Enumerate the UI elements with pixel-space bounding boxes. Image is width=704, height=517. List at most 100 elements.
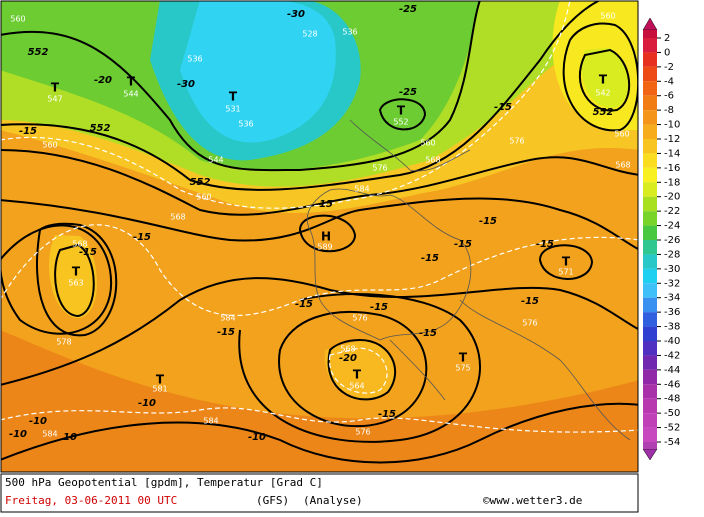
map-label: H (321, 230, 331, 244)
map-label: -15 (370, 302, 388, 313)
legend-tick-label: -40 (664, 336, 680, 347)
contours (1, 1, 638, 464)
legend-swatch (643, 240, 657, 255)
map-label: -20 (339, 353, 357, 364)
map-label: 568 (340, 345, 355, 354)
map-label: -20 (94, 75, 112, 86)
map-label: 10 (63, 432, 77, 443)
legend-tick-label: -42 (664, 350, 680, 361)
map-label: 552 (190, 177, 211, 188)
legend-top-cap (643, 30, 657, 38)
field-low-ne (581, 48, 629, 109)
map-label: 584 (220, 314, 235, 323)
legend-tick-label: -22 (664, 206, 680, 217)
legend-swatch (643, 81, 657, 96)
map-label: -25 (399, 87, 417, 98)
legend-tick-label: -32 (664, 278, 680, 289)
legend-bottom-cap (643, 442, 657, 449)
legend-swatch (643, 153, 657, 168)
map-label: -30 (177, 79, 195, 90)
legend-swatch (643, 139, 657, 154)
map-label: 576 (355, 428, 370, 437)
legend-swatch (643, 312, 657, 327)
footer-title: 500 hPa Geopotential [gpdm], Temperatur … (5, 476, 323, 489)
legend-swatch (643, 369, 657, 385)
map-label: 589 (317, 243, 332, 252)
map-label: 560 (420, 139, 435, 148)
map-label: -10 (29, 416, 47, 427)
map-label: 568 (425, 156, 440, 165)
map-label: 544 (123, 90, 138, 99)
map-label: T (459, 351, 468, 365)
legend-tick-label: -46 (664, 379, 680, 390)
legend-swatch (643, 196, 657, 212)
map-label: 584 (354, 185, 369, 194)
legend-tick-label: -48 (664, 394, 680, 405)
map-label: 584 (203, 417, 218, 426)
legend-swatch (643, 398, 657, 414)
isotherms (1, 1, 638, 433)
legend-swatch (643, 384, 657, 399)
map-label: 528 (302, 30, 317, 39)
map-label: T (51, 81, 60, 95)
legend-swatch (643, 211, 657, 226)
footer-analysis: (Analyse) (303, 494, 363, 507)
map-label: -15 (421, 253, 439, 264)
legend-swatch (643, 167, 657, 183)
legend-tick-label: -34 (664, 293, 680, 304)
map-label: -15 (378, 409, 396, 420)
legend-tick-label: -50 (664, 408, 680, 419)
legend-tick-label: -20 (664, 192, 680, 203)
legend-swatch (643, 427, 657, 442)
map-label: -15 (19, 126, 37, 137)
map-label: -10 (9, 429, 27, 440)
legend-swatch (643, 254, 657, 269)
map-label: 552 (393, 118, 408, 127)
map-label: 560 (614, 130, 629, 139)
map-label: T (353, 368, 362, 382)
legend-tick-label: -10 (664, 120, 680, 131)
legend-tick-label: -18 (664, 177, 680, 188)
legend-tick-label: -6 (664, 91, 674, 102)
map-label: -15 (536, 239, 554, 250)
map-label: -15 (79, 247, 97, 258)
legend-swatch (643, 182, 657, 197)
map-label: 576 (372, 164, 387, 173)
legend-swatch (643, 124, 657, 139)
footer-date: Freitag, 03-06-2011 00 UTC (5, 494, 177, 507)
legend-swatch (643, 38, 657, 53)
map-label: 576 (509, 137, 524, 146)
map-label: 544 (208, 156, 223, 165)
map-label: 552 (90, 123, 111, 134)
map-label: 568 (615, 161, 630, 170)
map-label: T (127, 75, 136, 89)
map-label: T (156, 373, 165, 387)
legend-swatch (643, 326, 657, 341)
map-label: 536 (187, 55, 202, 64)
map-label: -15 (454, 239, 472, 250)
footer: 500 hPa Geopotential [gpdm], Temperatur … (0, 473, 639, 513)
map-label: -25 (399, 4, 417, 15)
legend-tick-label: -52 (664, 423, 680, 434)
footer-copyright: ©www.wetter3.de (483, 494, 582, 507)
map-label: -15 (315, 199, 333, 210)
footer-frame (0, 473, 639, 513)
legend-tick-label: -36 (664, 307, 680, 318)
map-label: 563 (68, 279, 83, 288)
legend-tick-label: -38 (664, 322, 680, 333)
legend-tick-label: 2 (664, 33, 670, 44)
legend-tick-label: -44 (664, 365, 680, 376)
map-label: -15 (217, 327, 235, 338)
legend-swatch (643, 283, 657, 298)
map-label: -15 (295, 299, 313, 310)
map-label: -10 (138, 398, 156, 409)
map-label: -15 (479, 216, 497, 227)
map-label: 536 (238, 120, 253, 129)
legend-swatch (643, 225, 657, 240)
map-label: 542 (595, 89, 610, 98)
map-label: T (562, 255, 571, 269)
map-label: 560 (196, 193, 211, 202)
map-label: 575 (455, 364, 470, 373)
